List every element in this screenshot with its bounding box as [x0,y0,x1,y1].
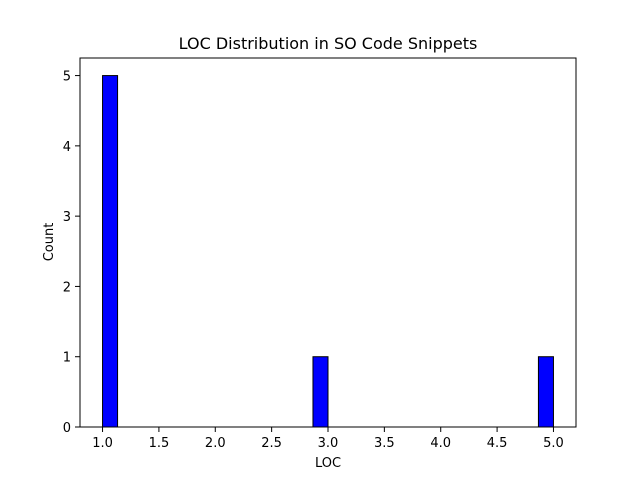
chart-title: LOC Distribution in SO Code Snippets [179,34,478,53]
plot-frame [79,57,577,428]
x-tick-label: 2.0 [205,436,226,451]
x-tick-label: 4.5 [487,436,508,451]
x-tick-label: 1.0 [92,436,113,451]
x-tick-label: 1.5 [149,436,170,451]
x-tick-label: 5.0 [543,436,564,451]
ticks-layer: 1.0 1.5 2.0 2.5 3.0 3.5 4.0 4.5 5.0 0 1 2 3 4 5 [63,70,564,451]
x-tick-label: 4.0 [430,436,451,451]
y-tick-label: 0 [63,421,71,436]
y-tick-label: 5 [63,70,71,85]
y-tick-label: 1 [63,351,71,366]
x-axis-label: LOC [315,456,341,471]
y-tick-label: 3 [63,210,71,225]
y-axis-label: Count [42,223,57,262]
histogram-bar-2 [312,356,329,428]
y-tick-label: 4 [63,140,71,155]
x-tick-label: 2.5 [261,436,282,451]
histogram-bar-1 [102,75,119,428]
y-tick-label: 2 [63,280,71,295]
x-tick-label: 3.0 [318,436,339,451]
histogram-bar-3 [537,356,554,428]
bars-layer [102,75,554,428]
x-tick-label: 3.5 [374,436,395,451]
